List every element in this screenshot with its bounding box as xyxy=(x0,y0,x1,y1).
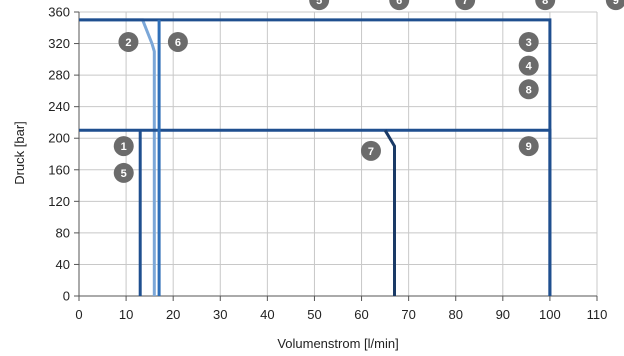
marker-badge-circle xyxy=(518,79,539,100)
marker-badge: 7 xyxy=(360,140,381,161)
marker-badge: 8 xyxy=(518,79,539,100)
marker-badge-circle xyxy=(113,136,134,157)
y-tick-label: 280 xyxy=(48,68,70,83)
marker-badge-label: 9 xyxy=(613,0,619,7)
data-series xyxy=(79,18,552,296)
marker-badge-circle xyxy=(309,0,330,11)
marker-badge: 6 xyxy=(389,0,410,11)
marker-badge: 5 xyxy=(113,162,134,183)
series-line-4 xyxy=(79,128,552,296)
marker-badge-label: 6 xyxy=(396,0,402,7)
marker-badge-label: 5 xyxy=(316,0,322,7)
marker-badge-label: 8 xyxy=(526,84,532,96)
marker-badge-circle xyxy=(605,0,624,11)
marker-badge-circle xyxy=(455,0,476,11)
y-tick-label: 200 xyxy=(48,131,70,146)
y-tick-label: 80 xyxy=(56,225,70,240)
series-line-6 xyxy=(383,129,396,296)
x-tick-label: 90 xyxy=(496,307,510,322)
x-tick-labels: 0 10 20 30 40 50 60 70 80 90 100 110 xyxy=(75,307,607,322)
marker-badge-label: 3 xyxy=(526,37,532,49)
y-axis-label: Druck [bar] xyxy=(12,121,27,185)
y-tick-label: 40 xyxy=(56,257,70,272)
marker-badge-label: 2 xyxy=(125,37,131,49)
marker-badge-label: 1 xyxy=(121,141,127,153)
marker-badge-circle xyxy=(518,55,539,76)
marker-badge-circle xyxy=(518,31,539,52)
marker-badge: 3 xyxy=(518,31,539,52)
x-tick-label: 100 xyxy=(539,307,561,322)
marker-badge: 1 xyxy=(113,136,134,157)
marker-badge-label: 7 xyxy=(462,0,468,7)
marker-badge: 8 xyxy=(535,0,556,11)
marker-badge-circle xyxy=(167,31,188,52)
marker-badge-label: 5 xyxy=(121,168,127,180)
marker-badge: 4 xyxy=(518,55,539,76)
x-tick-label: 10 xyxy=(119,307,133,322)
marker-badge-circle xyxy=(118,31,139,52)
x-tick-label: 0 xyxy=(75,307,82,322)
marker-badge-circle xyxy=(360,140,381,161)
x-tick-label: 50 xyxy=(307,307,321,322)
marker-badge-circle xyxy=(113,162,134,183)
marker-badge: 7 xyxy=(455,0,476,11)
x-tick-label: 30 xyxy=(213,307,227,322)
series-line-2 xyxy=(79,18,156,296)
x-tick-label: 20 xyxy=(166,307,180,322)
marker-badge-label: 7 xyxy=(368,146,374,158)
y-tick-label: 320 xyxy=(48,36,70,51)
grid-lines xyxy=(74,11,598,301)
x-tick-label: 60 xyxy=(354,307,368,322)
marker-badge-label: 6 xyxy=(175,37,181,49)
marker-badge-label: 4 xyxy=(526,61,533,73)
marker-badges: 1 5 2 6 3 4 8 9 7 5 6 7 8 9 xyxy=(113,0,624,183)
marker-badge: 2 xyxy=(118,31,139,52)
x-tick-label: 40 xyxy=(260,307,274,322)
marker-badge: 9 xyxy=(605,0,624,11)
marker-badge: 9 xyxy=(518,136,539,157)
x-tick-label: 80 xyxy=(448,307,462,322)
x-axis-label: Volumenstrom [l/min] xyxy=(277,336,398,351)
y-tick-labels: 0 40 80 120 160 200 240 280 320 360 xyxy=(48,5,70,304)
y-tick-label: 0 xyxy=(63,289,70,304)
y-tick-label: 120 xyxy=(48,194,70,209)
marker-badge-circle xyxy=(518,136,539,157)
marker-badge-label: 9 xyxy=(526,141,532,153)
x-tick-label: 70 xyxy=(401,307,415,322)
marker-badge-label: 8 xyxy=(542,0,548,7)
marker-badge-circle xyxy=(389,0,410,11)
marker-badge: 5 xyxy=(309,0,330,11)
y-tick-label: 240 xyxy=(48,99,70,114)
marker-badge-circle xyxy=(535,0,556,11)
y-tick-label: 160 xyxy=(48,162,70,177)
y-tick-label: 360 xyxy=(48,5,70,20)
x-tick-label: 110 xyxy=(587,307,608,322)
marker-badge: 6 xyxy=(167,31,188,52)
